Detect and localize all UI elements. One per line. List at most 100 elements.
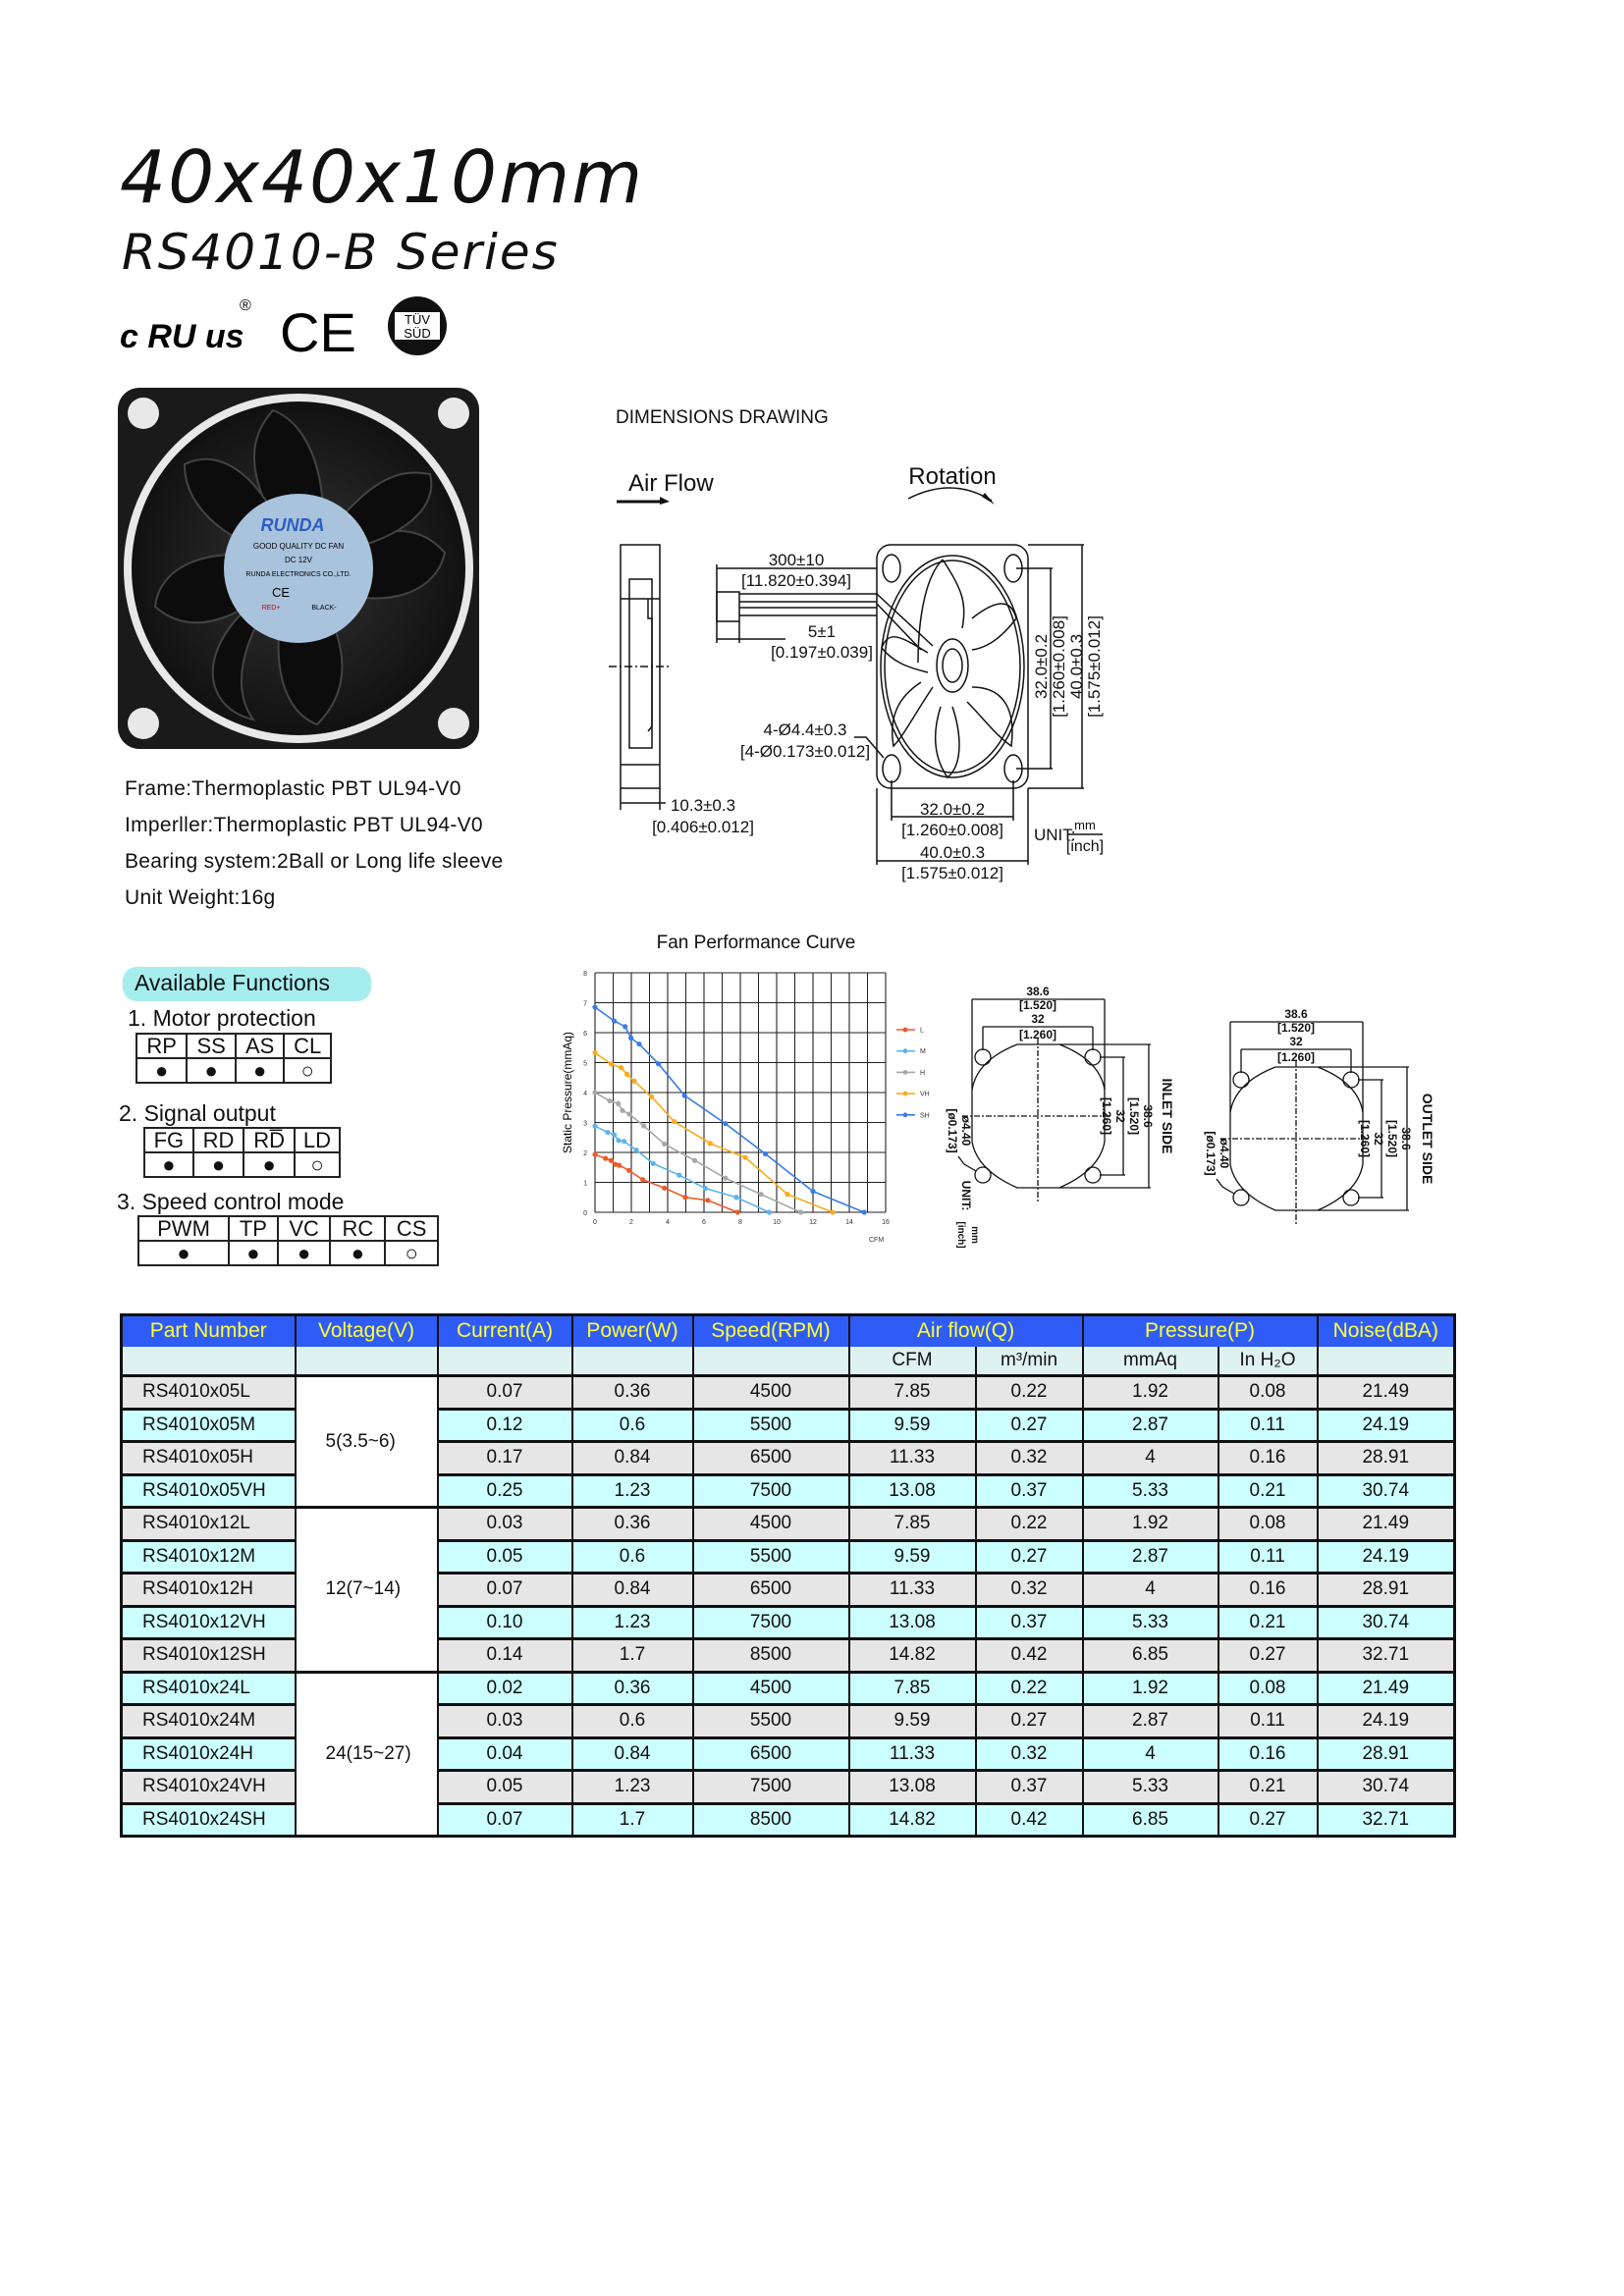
value-cell: 0.17 bbox=[436, 1441, 572, 1476]
value-cell: 30.74 bbox=[1316, 1770, 1455, 1805]
data-point-L bbox=[613, 1161, 619, 1167]
x-axis-label: CFM bbox=[869, 1237, 884, 1244]
svg-text:RUNDA ELECTRONICS CO.,LTD.: RUNDA ELECTRONICS CO.,LTD. bbox=[245, 571, 351, 578]
value-cell: 0.37 bbox=[974, 1474, 1083, 1509]
svg-text:40.0±0.3: 40.0±0.3 bbox=[920, 843, 985, 862]
value-cell: 1.7 bbox=[570, 1803, 693, 1838]
data-point-L bbox=[592, 1151, 598, 1157]
data-point-M bbox=[733, 1195, 739, 1201]
svg-text:[ø0.173]: [ø0.173] bbox=[946, 1108, 959, 1152]
svg-text:32: 32 bbox=[1372, 1132, 1385, 1146]
value-cell: 4500 bbox=[691, 1507, 849, 1542]
value-cell: 14.82 bbox=[847, 1803, 976, 1838]
value-cell: 0.07 bbox=[436, 1803, 572, 1838]
value-cell: 0.16 bbox=[1217, 1441, 1318, 1476]
part-number-cell: RS4010x05L bbox=[120, 1375, 296, 1411]
value-cell: 0.21 bbox=[1217, 1770, 1318, 1805]
specifications-table: Part Number Voltage(V) Current(A) Power(… bbox=[120, 1313, 1456, 1838]
data-point-H bbox=[691, 1157, 698, 1163]
data-point-H bbox=[723, 1175, 729, 1181]
value-cell: 0.27 bbox=[1217, 1638, 1318, 1674]
data-point-M bbox=[622, 1139, 627, 1145]
data-point-H bbox=[592, 1090, 598, 1095]
table-row: RS4010x12SH 0.14 1.7 8500 14.82 0.42 6.85 0.27 3… bbox=[120, 1638, 1455, 1674]
svg-text:[1.260±0.008]: [1.260±0.008] bbox=[901, 821, 1003, 839]
data-point-VH bbox=[742, 1154, 748, 1160]
legend-label-M: M bbox=[920, 1048, 926, 1055]
value-cell: 6500 bbox=[691, 1573, 849, 1608]
svg-text:[4-Ø0.173±0.012]: [4-Ø0.173±0.012] bbox=[740, 742, 870, 761]
value-cell: 0.03 bbox=[436, 1507, 572, 1542]
tuv-sud-logo: TÜV SÜD bbox=[388, 296, 447, 355]
inlet-outlet-drawings: 38.6 [1.520] 32 [1.260] 38.6 [1.520] 32 … bbox=[946, 985, 1435, 1249]
svg-text:[1.520]: [1.520] bbox=[1385, 1120, 1399, 1157]
motor-protection-table: RP SS AS CL ● ● ● ○ bbox=[135, 1033, 332, 1084]
data-point-L bbox=[617, 1162, 623, 1168]
value-cell: 6.85 bbox=[1081, 1638, 1218, 1674]
value-cell: 28.91 bbox=[1316, 1441, 1455, 1476]
svg-text:40.0±0.3: 40.0±0.3 bbox=[1067, 634, 1086, 699]
value-cell: 5.33 bbox=[1081, 1474, 1218, 1509]
data-point-M bbox=[702, 1186, 709, 1192]
value-cell: 11.33 bbox=[847, 1573, 976, 1608]
data-point-VH bbox=[648, 1094, 655, 1099]
part-number-cell: RS4010x24VH bbox=[120, 1770, 296, 1805]
value-cell: 1.23 bbox=[570, 1770, 693, 1805]
value-cell: 13.08 bbox=[847, 1474, 976, 1509]
y-axis-label: Static Pressure(mmAq) bbox=[561, 1032, 574, 1153]
svg-text:UNIT:: UNIT: bbox=[959, 1181, 973, 1211]
value-cell: 0.11 bbox=[1217, 1409, 1318, 1443]
value-cell: 0.6 bbox=[570, 1704, 693, 1739]
data-point-SH bbox=[636, 1041, 642, 1047]
data-point-M bbox=[766, 1209, 773, 1215]
value-cell: 14.82 bbox=[847, 1638, 976, 1674]
part-number-cell: RS4010x12VH bbox=[120, 1606, 296, 1640]
table-row: RS4010x12VH 0.10 1.23 7500 13.08 0.37 5.33 0.21… bbox=[120, 1606, 1455, 1640]
value-cell: 13.08 bbox=[847, 1770, 976, 1805]
value-cell: 7500 bbox=[691, 1474, 849, 1509]
data-point-SH bbox=[762, 1150, 769, 1157]
data-point-VH bbox=[707, 1141, 713, 1147]
data-point-H bbox=[662, 1141, 668, 1148]
data-point-SH bbox=[612, 1018, 618, 1024]
x-tick-label: 2 bbox=[629, 1219, 633, 1226]
svg-text:RED+: RED+ bbox=[262, 605, 281, 612]
value-cell: 0.05 bbox=[436, 1770, 572, 1805]
value-cell: 0.03 bbox=[436, 1704, 572, 1739]
svg-text:32: 32 bbox=[1289, 1035, 1303, 1048]
outlet-side-label: OUTLET SIDE bbox=[1420, 1094, 1435, 1185]
value-cell: 0.14 bbox=[436, 1638, 572, 1674]
value-cell: 0.6 bbox=[570, 1409, 693, 1443]
value-cell: 0.16 bbox=[1217, 1573, 1318, 1608]
table-row: RS4010x24H 0.04 0.84 6500 11.33 0.32 4 0.16 28.9… bbox=[120, 1737, 1455, 1772]
page-title: 40x40x10mm bbox=[120, 135, 645, 220]
value-cell: 6.85 bbox=[1081, 1803, 1218, 1838]
value-cell: 7.85 bbox=[847, 1375, 976, 1411]
legend-label-SH: SH bbox=[920, 1112, 930, 1119]
data-point-VH bbox=[785, 1192, 790, 1198]
value-cell: 0.11 bbox=[1217, 1540, 1318, 1575]
value-cell: 9.59 bbox=[847, 1409, 976, 1443]
voltage-cell: 5(3.5~6) bbox=[294, 1375, 438, 1509]
data-point-L bbox=[608, 1157, 614, 1163]
value-cell: 0.21 bbox=[1217, 1606, 1318, 1640]
value-cell: 7500 bbox=[691, 1770, 849, 1805]
value-cell: 7.85 bbox=[847, 1672, 976, 1706]
side-view bbox=[609, 544, 670, 810]
value-cell: 0.84 bbox=[570, 1441, 693, 1476]
ce-logo: CE bbox=[280, 301, 356, 361]
value-cell: 5500 bbox=[691, 1540, 849, 1575]
value-cell: 0.27 bbox=[974, 1409, 1083, 1443]
data-point-VH bbox=[830, 1209, 836, 1215]
y-tick-label: 0 bbox=[583, 1210, 587, 1217]
svg-text:mm: mm bbox=[969, 1226, 980, 1244]
data-point-SH bbox=[861, 1209, 867, 1215]
value-cell: 0.08 bbox=[1217, 1375, 1318, 1411]
svg-text:[1.260]: [1.260] bbox=[1277, 1050, 1315, 1064]
value-cell: 28.91 bbox=[1316, 1737, 1455, 1772]
table-row: RS4010x12H 0.07 0.84 6500 11.33 0.32 4 0.16 28.9… bbox=[120, 1573, 1455, 1608]
x-tick-label: 6 bbox=[702, 1219, 706, 1226]
rotation-label: Rotation bbox=[908, 463, 996, 490]
svg-text:CE: CE bbox=[272, 585, 290, 600]
value-cell: 0.21 bbox=[1217, 1474, 1318, 1509]
